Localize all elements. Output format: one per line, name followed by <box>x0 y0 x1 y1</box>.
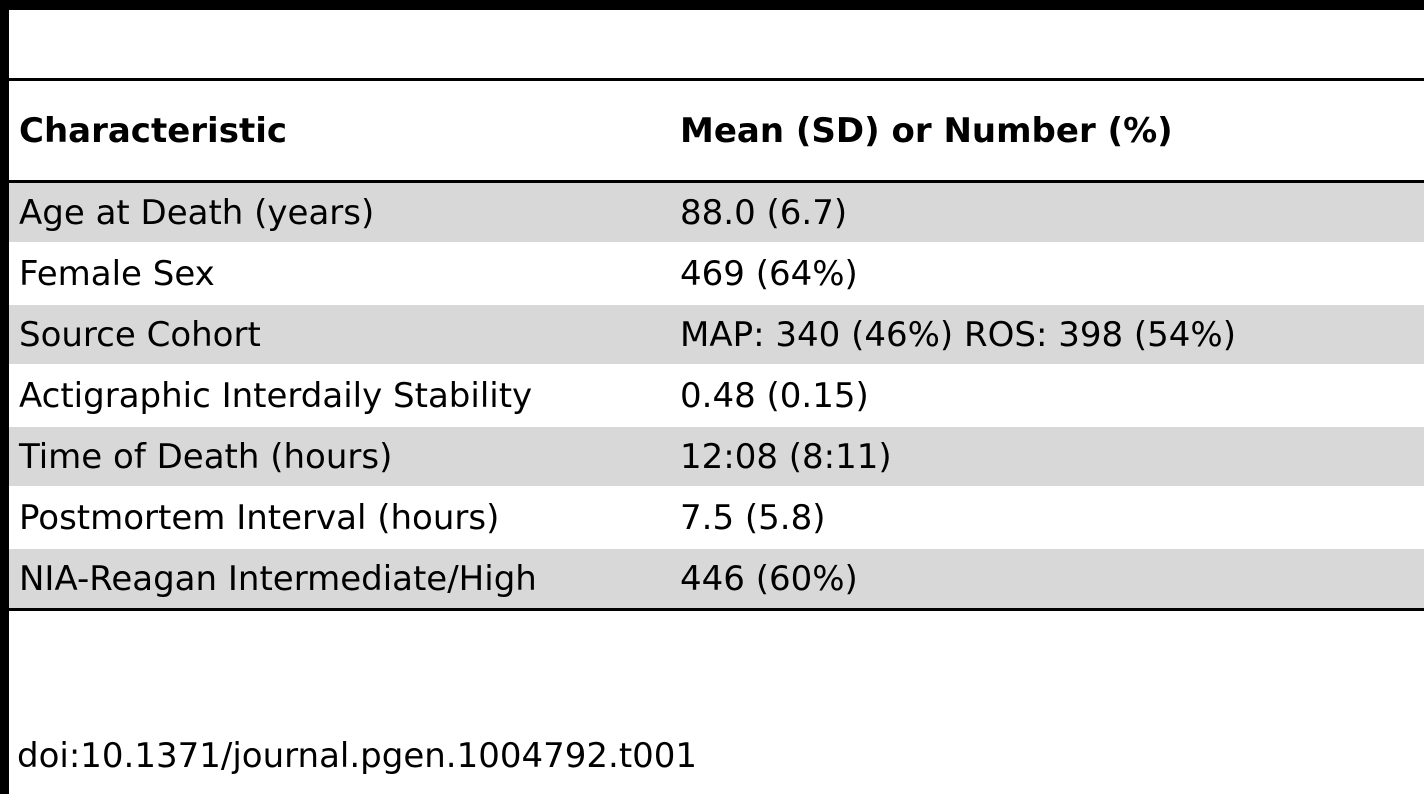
row-value: 0.48 (0.15) <box>680 375 869 416</box>
row-label: Actigraphic Interdaily Stability <box>19 375 533 416</box>
row-label: Female Sex <box>19 253 215 294</box>
row-label: NIA-Reagan Intermediate/High <box>9 548 670 610</box>
top-rule <box>0 0 1424 10</box>
header-mean-sd-number: Mean (SD) or Number (%) <box>680 110 1173 151</box>
row-label: Source Cohort <box>9 304 670 365</box>
row-value: 88.0 (6.7) <box>670 181 1424 243</box>
row-value: 469 (64%) <box>680 253 858 294</box>
row-value: 12:08 (8:11) <box>670 426 1424 487</box>
table-row: Female Sex 469 (64%) <box>9 243 1424 304</box>
left-border <box>0 0 9 794</box>
table-row: NIA-Reagan Intermediate/High 446 (60%) <box>9 548 1424 610</box>
row-label: Postmortem Interval (hours) <box>19 497 500 538</box>
table-row: Source Cohort MAP: 340 (46%) ROS: 398 (5… <box>9 304 1424 365</box>
row-value: MAP: 340 (46%) ROS: 398 (54%) <box>670 304 1424 365</box>
doi-citation: doi:10.1371/journal.pgen.1004792.t001 <box>17 736 698 776</box>
table-row: Time of Death (hours) 12:08 (8:11) <box>9 426 1424 487</box>
table-row: Postmortem Interval (hours) 7.5 (5.8) <box>9 487 1424 548</box>
characteristics-table: Characteristic Mean (SD) or Number (%) A… <box>9 78 1424 611</box>
characteristics-table-container: Characteristic Mean (SD) or Number (%) A… <box>9 78 1424 611</box>
row-label: Age at Death (years) <box>9 181 670 243</box>
table-row: Age at Death (years) 88.0 (6.7) <box>9 181 1424 243</box>
header-characteristic: Characteristic <box>19 110 287 151</box>
row-label: Time of Death (hours) <box>9 426 670 487</box>
row-value: 446 (60%) <box>670 548 1424 610</box>
table-row: Actigraphic Interdaily Stability 0.48 (0… <box>9 365 1424 426</box>
table-header-row: Characteristic Mean (SD) or Number (%) <box>9 79 1424 182</box>
row-value: 7.5 (5.8) <box>680 497 826 538</box>
